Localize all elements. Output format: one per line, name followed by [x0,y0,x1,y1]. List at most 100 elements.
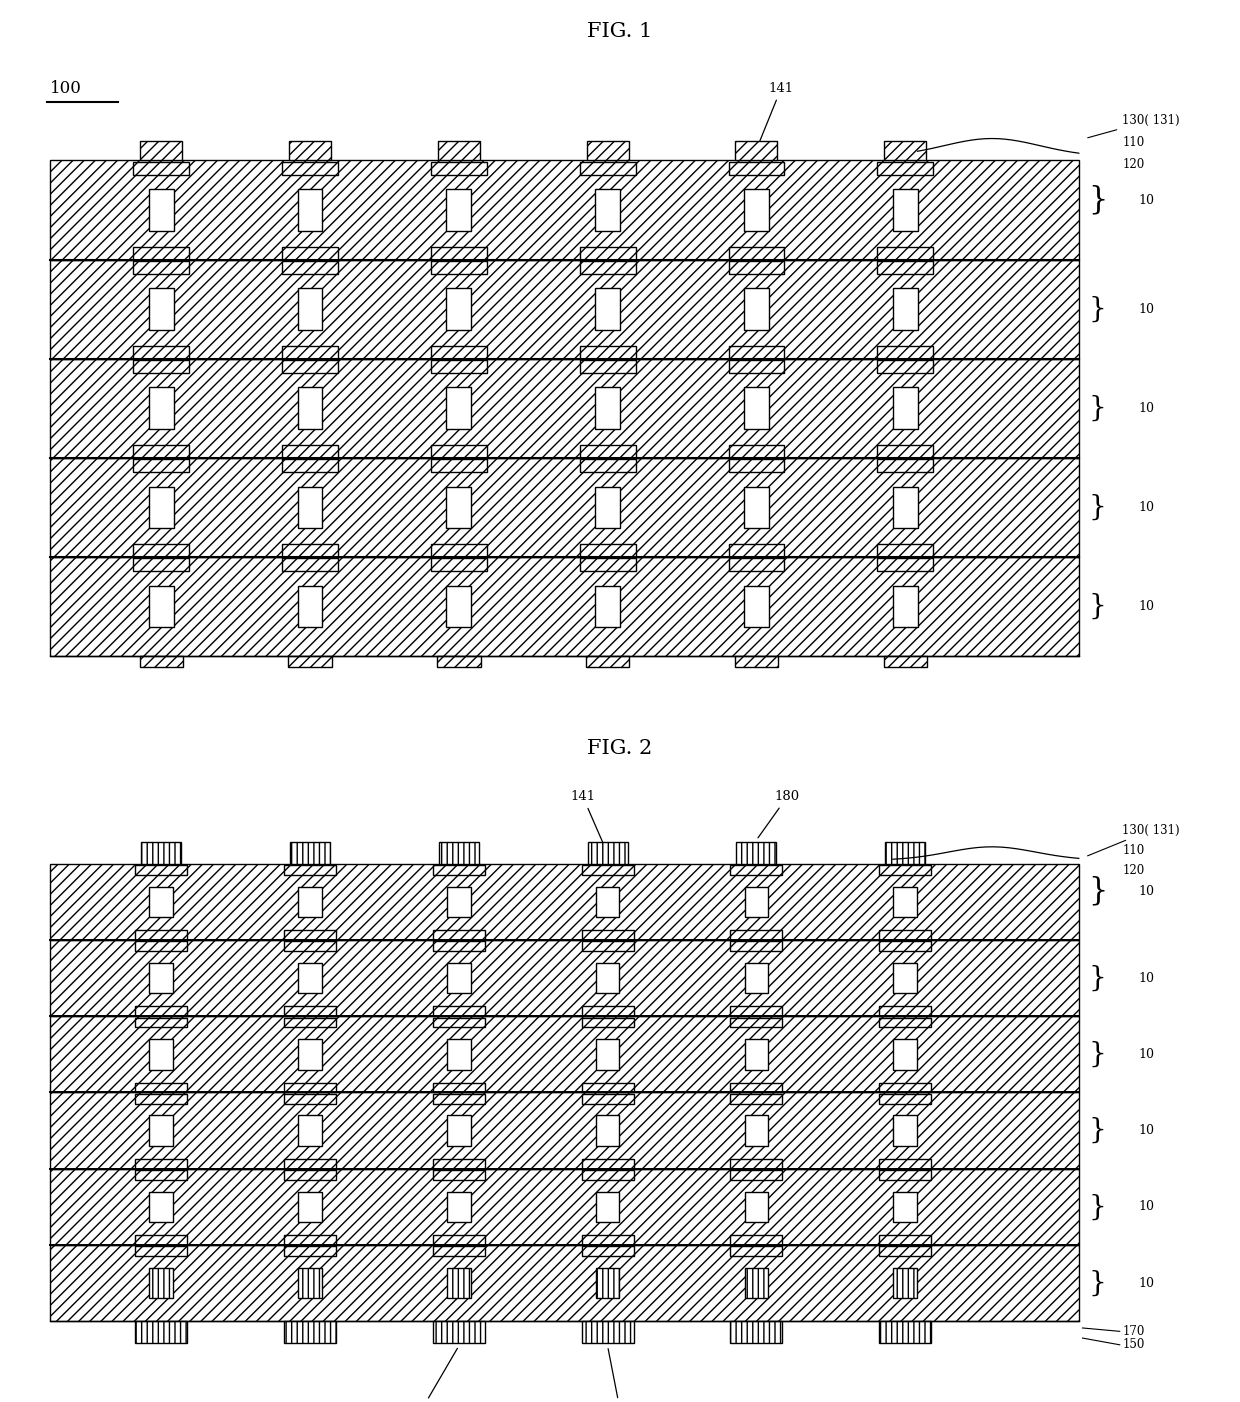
Bar [432,444,486,458]
Bar [284,941,336,951]
Bar [135,1007,187,1016]
Bar [744,1116,768,1145]
Bar [879,1094,931,1103]
Bar [744,963,768,993]
Text: 10: 10 [1138,1277,1154,1290]
Bar [149,289,174,329]
Bar [298,289,322,329]
Bar [595,1039,619,1070]
Bar [585,656,629,667]
Bar [438,140,480,160]
Bar [149,486,174,529]
Text: }: } [1089,185,1109,216]
Bar [433,865,485,875]
Bar [433,941,485,951]
Bar [582,1082,634,1092]
Bar [580,544,635,557]
Bar [580,444,635,458]
Bar [433,1246,485,1256]
Bar [883,656,926,667]
Bar [433,1171,485,1180]
Bar [879,1235,931,1245]
Text: 120: 120 [1122,864,1145,876]
Bar [580,161,635,175]
Bar [284,1018,336,1028]
Bar [50,259,1079,359]
Bar [734,656,779,667]
Bar [432,346,486,359]
Bar [595,486,620,529]
Bar [878,261,934,273]
Bar [290,843,330,864]
Bar [729,558,784,571]
Bar [744,1192,768,1223]
Bar [135,1171,187,1180]
Bar [135,1321,187,1343]
Bar [149,189,174,231]
Text: 170: 170 [1122,1325,1145,1338]
Bar [884,140,926,160]
Bar [582,865,634,875]
Bar [150,1116,174,1145]
Bar [283,558,337,571]
Bar [729,360,784,373]
Bar [729,346,784,359]
Text: 161: 161 [409,1349,458,1402]
Bar [893,886,918,917]
Text: 10: 10 [1138,600,1154,613]
Bar [135,1018,187,1028]
Bar [298,486,322,529]
Bar [446,289,471,329]
Bar [134,444,190,458]
Bar [298,387,322,429]
Bar [893,486,918,529]
Bar [284,1321,336,1343]
Bar [438,656,481,667]
Bar [135,941,187,951]
Text: 110: 110 [1122,136,1145,149]
Bar [595,289,620,329]
Text: }: } [1089,296,1106,322]
Bar [433,1235,485,1245]
Text: }: } [1089,1193,1106,1220]
Bar [730,865,782,875]
Bar [878,247,934,259]
Bar [878,360,934,373]
Bar [150,1267,174,1298]
Bar [730,1246,782,1256]
Bar [582,1235,634,1245]
Bar [730,1171,782,1180]
Bar [50,359,1079,458]
Bar [580,458,635,472]
Bar [299,1116,322,1145]
Bar [582,1321,634,1343]
Bar [879,865,931,875]
Text: }: } [1089,395,1106,422]
Bar [284,1246,336,1256]
Bar [878,444,934,458]
Bar [135,1094,187,1103]
Bar [135,930,187,939]
Bar [50,1016,1079,1092]
Bar [283,544,337,557]
Bar [150,886,174,917]
Bar [582,1007,634,1016]
Bar [284,1082,336,1092]
Bar [432,360,486,373]
Text: 10: 10 [1138,1047,1154,1061]
Bar [730,1082,782,1092]
Bar [595,963,619,993]
Bar [879,1007,931,1016]
Bar [582,930,634,939]
Text: 10: 10 [1138,193,1154,206]
Bar [134,161,190,175]
Bar [283,458,337,472]
Text: 10: 10 [1138,1124,1154,1137]
Text: 180: 180 [608,1349,632,1402]
Bar [879,1082,931,1092]
Bar [284,1235,336,1245]
Bar [150,1039,174,1070]
Bar [729,161,784,175]
Bar [446,189,471,231]
Bar [446,1192,471,1223]
